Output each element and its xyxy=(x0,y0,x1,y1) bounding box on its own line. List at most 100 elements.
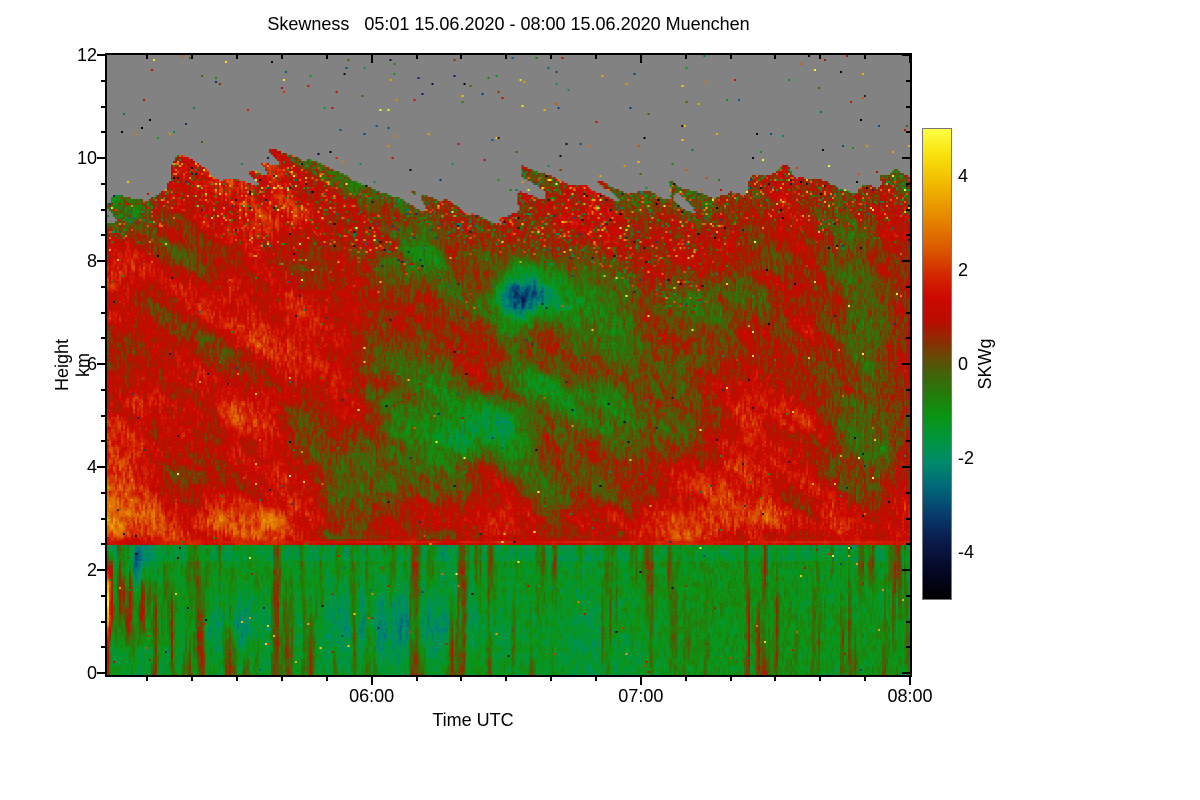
x-axis-tick-label: 06:00 xyxy=(349,686,395,706)
x-axis-minor-tick xyxy=(146,677,149,681)
y-axis-minor-tick xyxy=(101,517,105,520)
y-axis-major-tick xyxy=(97,466,105,468)
y-axis-minor-tick-mirror xyxy=(906,517,910,520)
x-axis-minor-tick-mirror xyxy=(236,55,239,59)
x-axis-major-tick-mirror xyxy=(639,55,642,63)
y-axis-major-tick xyxy=(97,569,105,571)
y-axis-minor-tick-mirror xyxy=(906,182,910,185)
y-axis-minor-tick xyxy=(101,79,105,82)
y-axis-minor-tick xyxy=(101,491,105,494)
y-axis-minor-tick xyxy=(101,414,105,417)
y-axis-major-tick-mirror xyxy=(902,157,910,159)
y-axis-minor-tick-mirror xyxy=(906,646,910,649)
y-axis-minor-tick-mirror xyxy=(906,131,910,134)
y-axis-major-tick-mirror xyxy=(902,466,910,468)
x-axis-minor-tick-mirror xyxy=(280,55,283,59)
colorbar-tick-label: 4 xyxy=(958,166,969,186)
x-axis-major-tick-mirror xyxy=(909,55,911,63)
x-axis-minor-tick-mirror xyxy=(191,55,194,59)
colorbar-tick-label: 2 xyxy=(958,260,969,280)
y-axis-minor-tick-mirror xyxy=(906,543,910,546)
y-axis-minor-tick xyxy=(101,620,105,623)
y-axis-tick-label: 12 xyxy=(76,45,97,65)
y-axis-minor-tick xyxy=(101,131,105,134)
y-axis-major-tick xyxy=(97,672,105,674)
y-axis-major-tick xyxy=(97,363,105,365)
x-axis-minor-tick xyxy=(729,677,732,681)
y-axis-minor-tick xyxy=(101,646,105,649)
y-axis-minor-tick xyxy=(101,208,105,211)
x-axis-tick-label: 07:00 xyxy=(618,686,664,706)
y-axis-major-tick-mirror xyxy=(902,260,910,262)
x-axis-label: Time UTC xyxy=(432,710,514,730)
y-axis-major-tick-mirror xyxy=(902,569,910,571)
y-axis-minor-tick xyxy=(101,105,105,108)
x-axis-major-tick-mirror xyxy=(370,55,373,63)
y-axis-minor-tick xyxy=(101,440,105,443)
y-axis-minor-tick-mirror xyxy=(906,79,910,82)
x-axis-minor-tick xyxy=(819,677,822,681)
x-axis-minor-tick-mirror xyxy=(684,55,687,59)
y-axis-minor-tick xyxy=(101,388,105,391)
x-axis-major-tick xyxy=(370,677,373,685)
y-axis-minor-tick-mirror xyxy=(906,105,910,108)
x-axis-minor-tick xyxy=(684,677,687,681)
y-axis-tick-label: 8 xyxy=(86,251,97,271)
y-axis-minor-tick-mirror xyxy=(906,234,910,237)
colorbar-tick-label: -4 xyxy=(958,542,975,562)
x-axis-minor-tick-mirror xyxy=(325,55,328,59)
y-axis-minor-tick-mirror xyxy=(906,208,910,211)
y-axis-minor-tick xyxy=(101,311,105,314)
y-axis-minor-tick-mirror xyxy=(906,491,910,494)
x-axis-minor-tick-mirror xyxy=(460,55,463,59)
x-axis-minor-tick-mirror xyxy=(505,55,508,59)
colorbar-label: SKWg xyxy=(975,338,995,390)
x-axis-minor-tick-mirror xyxy=(774,55,777,59)
y-axis-minor-tick xyxy=(101,337,105,340)
colorbar-tick-label: -2 xyxy=(958,448,975,468)
x-axis-minor-tick xyxy=(774,677,777,681)
y-axis-tick-label: 6 xyxy=(86,354,97,374)
x-axis-minor-tick-mirror xyxy=(729,55,732,59)
y-axis-minor-tick xyxy=(101,594,105,597)
y-axis-minor-tick-mirror xyxy=(906,440,910,443)
y-axis-major-tick-mirror xyxy=(902,363,910,365)
chart-title: Skewness 05:01 15.06.2020 - 08:00 15.06.… xyxy=(267,14,750,34)
x-axis-minor-tick-mirror xyxy=(415,55,418,59)
x-axis-minor-tick-mirror xyxy=(550,55,553,59)
x-axis-minor-tick xyxy=(460,677,463,681)
x-axis-minor-tick xyxy=(191,677,194,681)
x-axis-minor-tick-mirror xyxy=(594,55,597,59)
x-axis-minor-tick xyxy=(505,677,508,681)
y-axis-tick-label: 10 xyxy=(76,148,97,168)
y-axis-minor-tick xyxy=(101,234,105,237)
x-axis-tick-label: 08:00 xyxy=(887,686,933,706)
plot-area xyxy=(105,53,912,677)
x-axis-major-tick xyxy=(639,677,642,685)
y-axis-major-tick-mirror xyxy=(902,54,910,56)
heatmap-canvas xyxy=(107,55,910,675)
x-axis-minor-tick xyxy=(550,677,553,681)
x-axis-minor-tick xyxy=(280,677,283,681)
colorbar xyxy=(922,128,952,600)
y-axis-minor-tick-mirror xyxy=(906,311,910,314)
colorbar-gradient-canvas xyxy=(923,129,951,599)
y-axis-tick-label: 0 xyxy=(86,663,97,683)
y-axis-major-tick xyxy=(97,54,105,56)
y-axis-minor-tick-mirror xyxy=(906,337,910,340)
x-axis-minor-tick-mirror xyxy=(146,55,149,59)
y-axis-tick-label: 4 xyxy=(86,457,97,477)
y-axis-major-tick-mirror xyxy=(902,672,910,674)
x-axis-minor-tick xyxy=(864,677,867,681)
x-axis-major-tick xyxy=(909,677,911,685)
x-axis-minor-tick xyxy=(325,677,328,681)
y-axis-minor-tick-mirror xyxy=(906,414,910,417)
y-axis-minor-tick xyxy=(101,543,105,546)
y-axis-minor-tick xyxy=(101,285,105,288)
y-axis-minor-tick-mirror xyxy=(906,285,910,288)
y-axis-major-tick xyxy=(97,260,105,262)
y-axis-label: Height km xyxy=(52,338,93,392)
x-axis-minor-tick-mirror xyxy=(864,55,867,59)
y-axis-minor-tick-mirror xyxy=(906,388,910,391)
